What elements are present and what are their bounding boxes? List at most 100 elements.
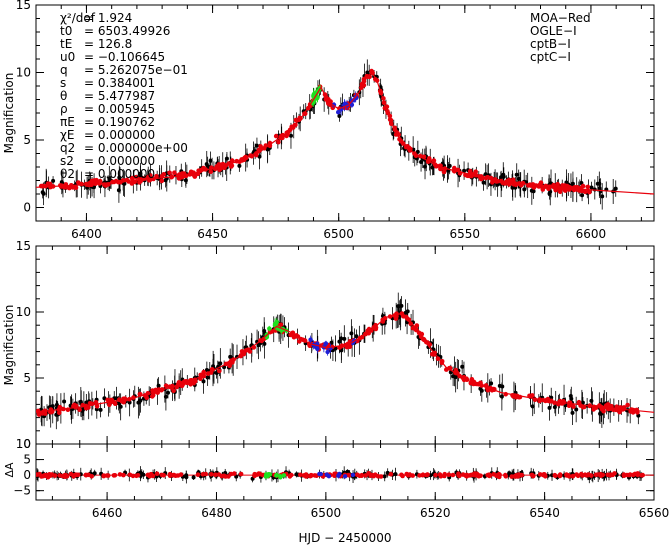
data-point <box>267 143 273 149</box>
data-point <box>253 152 259 158</box>
data-point <box>86 472 91 478</box>
parameter-value: = 126.8 <box>84 37 132 51</box>
x-tick-label: 6540 <box>529 506 560 520</box>
parameter-label: θ <box>60 89 67 103</box>
data-point <box>281 473 287 478</box>
data-point <box>378 474 384 479</box>
data-point <box>154 471 160 477</box>
data-point <box>595 181 600 186</box>
data-point <box>201 379 206 384</box>
data-point <box>129 175 135 181</box>
data-point <box>70 185 76 190</box>
parameter-value: = 5.477987 <box>84 89 155 103</box>
data-point <box>531 189 536 194</box>
data-point <box>349 331 354 336</box>
data-point <box>308 472 314 478</box>
data-point <box>201 369 206 375</box>
data-point <box>78 399 83 404</box>
data-point <box>621 472 627 477</box>
data-point <box>393 472 398 477</box>
data-point <box>172 170 177 175</box>
data-point <box>209 472 214 477</box>
data-point <box>332 471 337 477</box>
data-point <box>571 404 576 409</box>
data-point <box>289 133 293 138</box>
data-point <box>497 473 502 479</box>
data-point <box>167 170 172 176</box>
data-point <box>325 349 330 355</box>
data-point <box>318 471 323 477</box>
data-point <box>98 407 103 412</box>
data-point <box>167 471 173 477</box>
data-point <box>552 405 557 410</box>
parameter-label: q2 <box>60 141 75 155</box>
residual-panel-points <box>36 466 645 484</box>
y-tick-label: 0 <box>23 437 31 451</box>
y-tick-label: 5 <box>23 453 31 467</box>
data-point <box>538 180 544 185</box>
data-point <box>587 189 592 195</box>
data-point <box>430 165 435 170</box>
data-point <box>349 102 355 108</box>
data-point <box>135 473 141 478</box>
data-point <box>287 474 293 479</box>
data-point <box>566 474 572 479</box>
parameter-label: t0 <box>60 24 72 38</box>
data-point <box>247 349 253 354</box>
data-point <box>408 321 414 326</box>
data-point <box>630 410 636 415</box>
data-point <box>278 475 283 480</box>
data-point <box>166 390 170 395</box>
top-model-curve <box>36 71 654 195</box>
data-point <box>442 471 448 477</box>
data-point <box>93 400 99 405</box>
top-panel-ticks: 6400 6450 6500 6550 6600 0 5 10 15 <box>16 0 654 241</box>
data-point <box>219 473 225 479</box>
data-point <box>262 329 267 333</box>
data-point <box>460 472 466 477</box>
data-point <box>77 407 82 413</box>
data-point <box>67 185 72 191</box>
x-tick-label: 6600 <box>576 227 607 241</box>
data-point <box>614 404 619 410</box>
parameter-label: s2 <box>60 154 74 168</box>
parameter-value: = 1.924 <box>84 11 132 25</box>
data-point <box>441 169 447 175</box>
data-point <box>76 180 81 185</box>
data-point <box>87 401 93 406</box>
data-point <box>600 194 605 199</box>
data-point <box>553 473 558 479</box>
x-tick-label: 6460 <box>92 506 123 520</box>
middle-panel-frame <box>35 245 655 501</box>
data-point <box>373 472 378 478</box>
data-point <box>94 404 100 409</box>
parameter-value: = 6503.49926 <box>84 24 170 38</box>
x-tick-label: 6400 <box>71 227 102 241</box>
data-point <box>556 401 561 407</box>
parameter-label: θ2 <box>60 167 75 181</box>
y-tick-label: 10 <box>16 66 31 80</box>
data-point <box>570 473 576 479</box>
data-point <box>101 473 106 478</box>
data-point <box>382 474 387 479</box>
data-point <box>435 356 441 362</box>
data-point <box>612 471 617 476</box>
data-point <box>323 341 329 346</box>
data-point <box>537 472 543 477</box>
data-point <box>238 471 244 477</box>
parameter-label: tE <box>60 37 72 51</box>
data-point <box>479 388 484 393</box>
data-point <box>557 473 563 479</box>
data-point <box>254 143 259 148</box>
residual-y-axis-label: ΔA <box>3 462 16 478</box>
data-point <box>40 183 45 189</box>
parameter-label: u0 <box>60 50 75 64</box>
data-point <box>591 407 596 412</box>
data-point <box>266 472 271 477</box>
data-point <box>408 146 413 152</box>
data-point <box>71 473 77 478</box>
data-point <box>456 471 461 477</box>
data-point <box>213 472 218 478</box>
parameter-value: = 0.000000 <box>84 128 155 142</box>
data-point <box>57 473 62 478</box>
